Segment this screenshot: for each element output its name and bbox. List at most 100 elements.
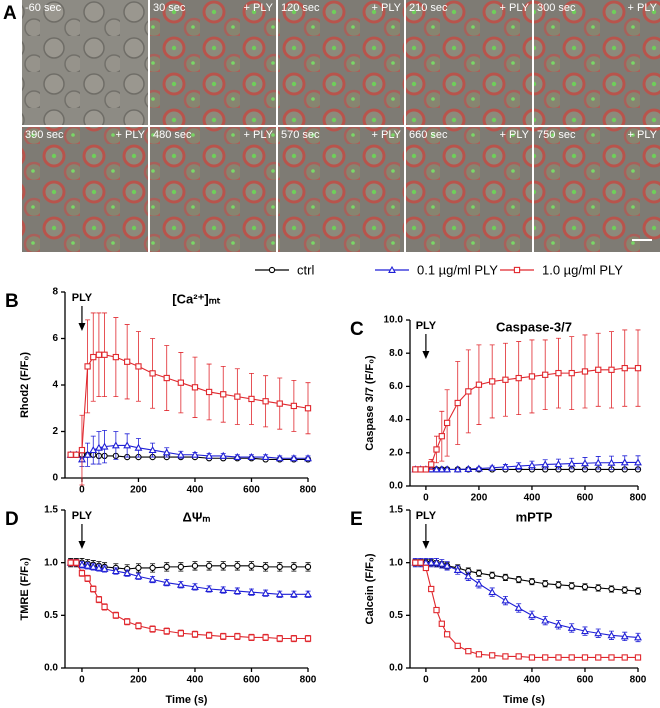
tile-treatment: + PLY	[500, 129, 530, 141]
marker	[177, 630, 184, 637]
marker	[594, 629, 603, 637]
tile-time: 210 sec	[409, 2, 448, 14]
marker	[83, 450, 92, 458]
annotation-arrowhead	[78, 323, 86, 331]
marker	[112, 353, 120, 361]
marker	[453, 465, 462, 473]
series-line	[415, 562, 639, 639]
marker	[554, 620, 563, 628]
marker	[276, 563, 283, 571]
marker	[220, 562, 227, 569]
marker	[437, 465, 446, 473]
marker	[541, 460, 550, 468]
annotation-arrowhead	[422, 541, 430, 549]
marker	[412, 466, 419, 473]
series-line	[70, 562, 308, 640]
marker	[475, 381, 483, 388]
marker	[417, 559, 424, 566]
marker	[163, 627, 170, 635]
marker	[124, 618, 131, 625]
tile-time: 300 sec	[537, 2, 576, 14]
marker	[83, 561, 92, 569]
marker	[275, 454, 284, 462]
marker	[438, 433, 445, 440]
marker	[464, 572, 473, 580]
marker	[123, 441, 132, 449]
panel-letter: E	[350, 509, 363, 530]
marker	[634, 654, 642, 661]
marker	[94, 563, 103, 571]
panel-letter: B	[5, 291, 19, 312]
marker	[528, 461, 536, 469]
marker	[454, 399, 461, 407]
tile-time: 390 sec	[25, 129, 64, 141]
marker	[443, 419, 451, 427]
marker	[89, 445, 98, 454]
marker	[134, 443, 143, 451]
marker	[177, 563, 184, 571]
marker	[422, 564, 430, 572]
marker	[233, 452, 242, 461]
x-axis-label: Time (s)	[166, 694, 208, 706]
marker	[176, 450, 185, 458]
x-tick-label: 600	[577, 493, 594, 504]
marker	[554, 459, 563, 468]
marker	[488, 463, 497, 471]
marker	[149, 370, 156, 377]
marker	[101, 351, 108, 358]
marker	[135, 622, 142, 630]
marker	[95, 596, 103, 603]
marker	[261, 452, 270, 461]
annotation: PLY	[72, 510, 93, 522]
marker	[220, 633, 227, 640]
marker	[474, 579, 483, 587]
marker	[542, 580, 549, 587]
marker	[594, 458, 603, 466]
marker	[567, 623, 576, 631]
micrograph	[22, 127, 148, 252]
chart-title: [Ca²⁺]ₘₜ	[172, 291, 221, 306]
marker	[219, 585, 228, 594]
marker	[67, 451, 74, 458]
y-tick-label: 2.0	[389, 447, 403, 458]
x-tick-label: 400	[524, 675, 541, 686]
marker	[78, 446, 86, 454]
marker	[433, 446, 440, 453]
marker	[433, 606, 440, 614]
y-tick-label: 0.5	[389, 610, 403, 621]
marker	[555, 581, 562, 588]
marker	[528, 611, 536, 619]
marker	[67, 559, 74, 566]
marker	[502, 653, 509, 660]
marker	[177, 379, 184, 386]
marker	[464, 464, 473, 473]
marker	[475, 651, 483, 658]
y-axis-label: Rhod2 (F/F₀)	[19, 352, 31, 418]
marker	[514, 603, 523, 611]
marker	[417, 466, 424, 473]
marker	[90, 585, 97, 593]
marker	[501, 596, 510, 604]
tile-treatment: + PLY	[500, 2, 530, 14]
marker	[289, 590, 298, 598]
marker	[428, 461, 435, 468]
tile-treatment: + PLY	[628, 129, 658, 141]
marker	[443, 561, 452, 569]
marker	[162, 578, 171, 586]
marker	[111, 441, 120, 449]
marker	[205, 388, 213, 396]
y-tick-label: 8.0	[389, 348, 403, 359]
marker	[135, 564, 142, 572]
y-tick-label: 1.0	[44, 557, 58, 568]
marker	[247, 588, 256, 596]
marker	[438, 620, 445, 627]
x-tick-label: 0	[79, 675, 85, 686]
tile-time: 660 sec	[409, 129, 448, 141]
marker	[542, 371, 549, 378]
y-tick-label: 0.0	[389, 663, 403, 674]
y-tick-label: 0	[52, 473, 58, 484]
marker	[528, 654, 536, 661]
marker	[304, 590, 312, 598]
x-tick-label: 600	[243, 675, 260, 686]
